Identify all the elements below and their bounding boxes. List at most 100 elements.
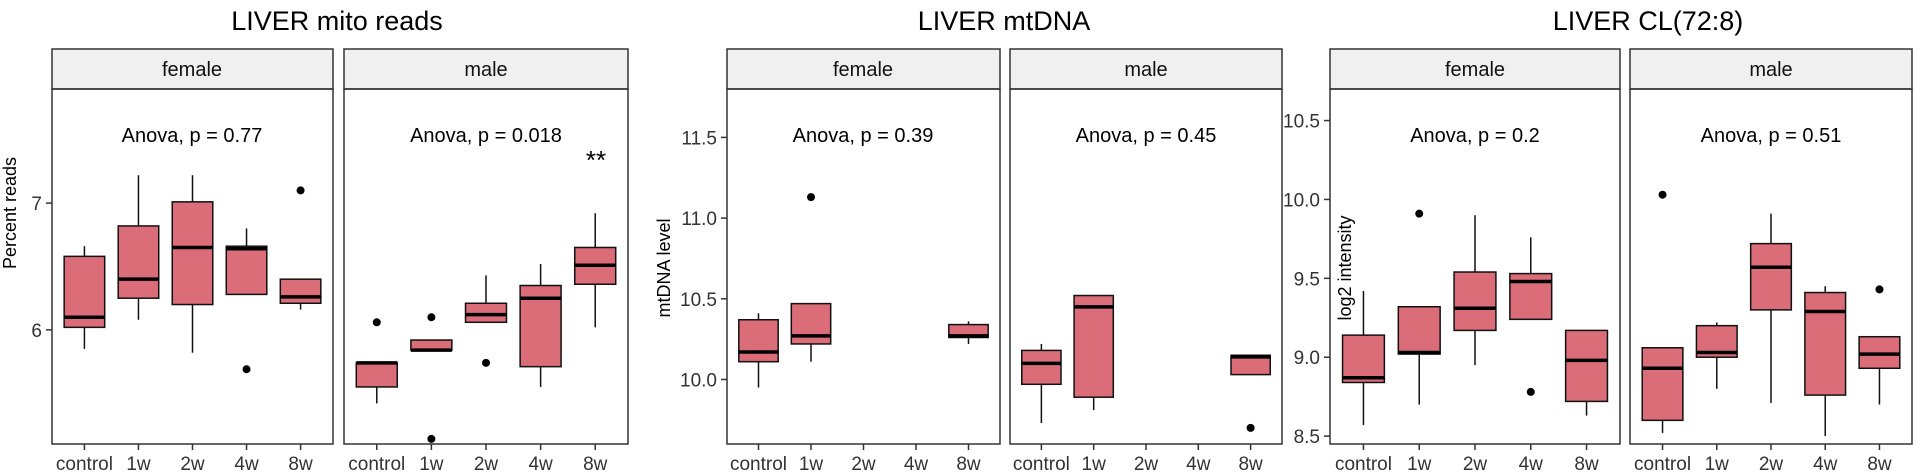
facet-label: female [833,59,893,81]
box-1w [410,313,453,443]
box-1w [117,175,160,320]
outlier-point [427,434,436,443]
y-tick-label: 10.0 [680,370,717,391]
x-tick-label: 8w [1238,454,1263,475]
box-control [738,313,779,388]
x-tick-label: 2w [180,454,205,475]
box-control [1641,190,1684,433]
box-8w [948,321,989,344]
facet-strip [726,48,1001,90]
y-tick-label: 10.5 [1283,112,1320,133]
x-tick-label: 8w [1574,454,1599,475]
outlier-point [1526,387,1535,396]
x-tick-label: 4w [1186,454,1211,475]
x-tick-label: control [730,454,787,475]
outlier-point [482,358,490,367]
outlier-point [1246,423,1255,432]
y-tick-label: 10.0 [1283,190,1320,211]
facet-strip [51,48,334,90]
facet-strip [343,48,629,90]
outlier-point [242,365,251,374]
box-2w [1749,213,1793,403]
box-body [1341,334,1386,384]
box-body [790,302,832,345]
y-tick-label: 11.0 [681,209,717,230]
outlier-point [1875,285,1884,294]
facet-strip [1329,48,1621,90]
x-tick-label: control [1335,454,1392,475]
box-body [464,302,508,324]
outlier-point [372,318,381,327]
x-tick-label: 2w [474,454,499,475]
x-tick-label: 4w [234,454,259,475]
box-body [1749,242,1793,311]
x-tick-label: control [1634,454,1691,475]
chart-title: LIVER mtDNA [918,6,1091,36]
outlier-point [296,186,305,195]
box-8w [1858,285,1901,405]
outlier-point [1658,190,1667,199]
facet-strip [1629,48,1913,90]
box-body [225,245,268,296]
facet-label: female [1445,59,1505,81]
box-2w [171,175,214,353]
x-tick-label: 4w [528,454,553,475]
box-4w [519,263,562,387]
x-tick-label: 8w [956,454,981,475]
box-8w [1564,329,1609,416]
x-tick-label: control [56,454,113,475]
facet-female: female Anova, p = 0.77 6 7 control 1w 2w 4w 8w [31,48,334,475]
x-tick-label: 2w [1759,454,1784,475]
box-2w [464,275,508,367]
box-1w [1397,209,1441,405]
x-tick-label: control [348,454,405,475]
outlier-point [1415,209,1424,218]
facet-strip [1009,48,1283,90]
outlier-point [427,313,436,322]
y-tick-label: 8.5 [1294,427,1320,448]
x-tick-label: 8w [288,454,313,475]
anova-annotation: Anova, p = 0.45 [1076,125,1217,147]
y-tick-label: 7 [31,194,42,215]
box-control [1021,343,1062,424]
box-body [1021,349,1062,386]
box-control [1341,290,1386,426]
panel-liver-cl-72-8: LIVER CL(72:8) log2 intensity female Ano… [1283,6,1913,475]
box-body [1073,294,1115,398]
x-tick-label: 4w [904,454,929,475]
x-tick-label: 2w [1134,454,1159,475]
box-control [63,246,106,349]
x-tick-label: 1w [1407,454,1432,475]
box-1w [1695,322,1738,389]
box-8w [1230,354,1271,432]
box-body [279,278,322,305]
anova-annotation: Anova, p = 0.77 [122,125,263,147]
box-8w [574,213,617,328]
box-body [1397,305,1441,355]
x-tick-label: 4w [1519,454,1544,475]
box-body [1641,347,1684,422]
significance-marker: ** [586,145,606,175]
anova-annotation: Anova, p = 0.39 [793,125,934,147]
y-tick-label: 11.5 [681,128,717,149]
facet-male: male Anova, p = 0.018 ** control 1w 2w 4w 8w [343,48,629,475]
panel-liver-mtdna: LIVER mtDNA mtDNA level female Anova, p … [654,6,1283,475]
facet-male: male Anova, p = 0.45 control 1w 2w 4w 8w [1009,48,1283,475]
facet-label: male [464,59,507,81]
facet-male: male Anova, p = 0.51 control 1w 2w 4w 8w [1629,48,1913,475]
x-tick-label: 1w [126,454,151,475]
box-1w [1073,294,1115,411]
x-tick-label: 1w [1082,454,1107,475]
facet-label: male [1749,59,1792,81]
box-body [117,225,160,299]
y-axis-label: mtDNA level [654,218,674,317]
box-4w [225,228,268,374]
chart-title: LIVER mito reads [231,6,443,36]
box-4w [1509,237,1553,396]
x-tick-label: 1w [1705,454,1730,475]
anova-annotation: Anova, p = 0.018 [410,125,562,147]
x-tick-label: 1w [799,454,824,475]
x-tick-label: 4w [1813,454,1838,475]
outlier-point [807,193,815,202]
box-1w [790,193,832,362]
